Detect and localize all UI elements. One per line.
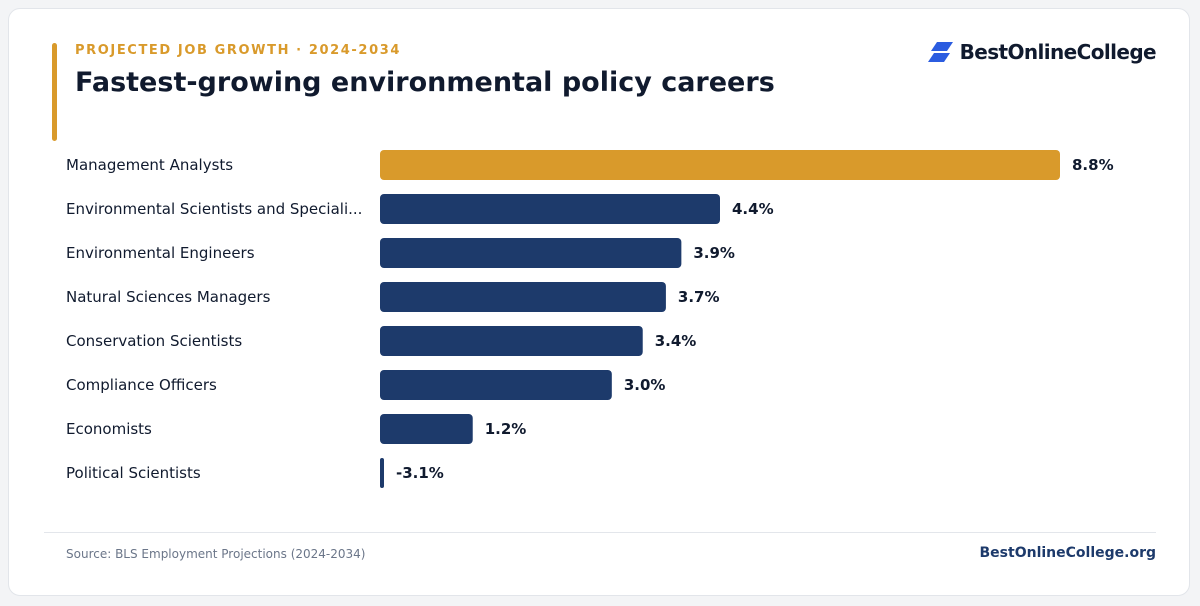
category-label: Environmental Scientists and Speciali... [66,200,362,218]
bar[interactable] [380,458,384,488]
value-label: 1.2% [485,420,527,438]
bar[interactable] [380,326,643,356]
category-label: Management Analysts [66,156,233,174]
category-label: Compliance Officers [66,376,217,394]
brand-logo[interactable]: BestOnlineCollege [927,40,1157,64]
value-label: 3.7% [678,288,720,306]
bar[interactable] [380,238,682,268]
value-label: -3.1% [396,464,444,482]
value-label: 3.0% [624,376,666,394]
category-label: Economists [66,420,152,438]
value-label: 8.8% [1072,156,1114,174]
footer-divider [44,532,1156,533]
accent-bar [52,43,57,141]
value-label: 3.4% [655,332,697,350]
category-label: Natural Sciences Managers [66,288,271,306]
bar[interactable] [380,150,1060,180]
bar[interactable] [380,370,612,400]
site-link[interactable]: BestOnlineCollege.org [979,545,1156,561]
bar[interactable] [380,194,720,224]
value-label: 4.4% [732,200,774,218]
stacked-parallelogram-logo-icon [927,42,953,62]
chart-title: Fastest-growing environmental policy car… [75,67,775,98]
category-label: Political Scientists [66,464,201,482]
category-label: Environmental Engineers [66,244,255,262]
brand-logo-text: BestOnlineCollege [959,40,1157,64]
chart-kicker: PROJECTED JOB GROWTH · 2024-2034 [75,43,402,58]
source-note: Source: BLS Employment Projections (2024… [66,547,366,561]
category-label: Conservation Scientists [66,332,242,350]
bar[interactable] [380,414,473,444]
bar[interactable] [380,282,666,312]
value-label: 3.9% [693,244,735,262]
